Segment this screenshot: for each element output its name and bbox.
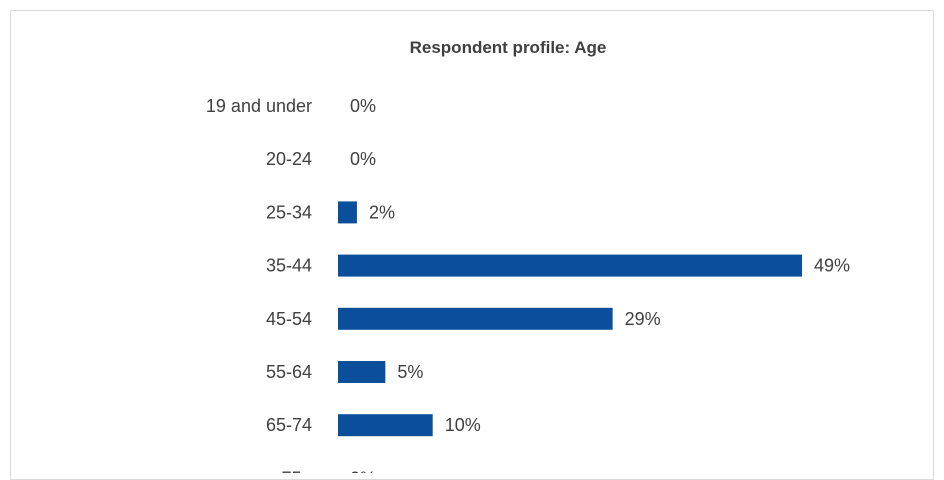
value-label: 49% xyxy=(814,256,850,276)
category-label: 35-44 xyxy=(266,256,312,276)
value-label: 10% xyxy=(445,415,481,435)
bar xyxy=(338,361,386,383)
value-label: 0% xyxy=(350,149,376,169)
category-label: 75+ xyxy=(281,468,312,473)
value-label: 0% xyxy=(350,96,376,116)
category-label: 65-74 xyxy=(266,415,312,435)
chart-frame xyxy=(10,10,934,480)
category-label: 19 and under xyxy=(206,96,312,116)
value-label: 2% xyxy=(369,202,395,222)
value-label: 0% xyxy=(350,468,376,473)
chart-title: Respondent profile: Age xyxy=(410,38,607,57)
category-label: 20-24 xyxy=(266,149,312,169)
bar xyxy=(338,307,613,330)
category-label: 25-34 xyxy=(266,202,312,222)
value-label: 29% xyxy=(625,309,661,329)
category-label: 45-54 xyxy=(266,309,312,329)
bars-group: 19 and under 0% 20-24 0% 25-34 2% 35-44 49% 45-5… xyxy=(206,96,850,473)
bar xyxy=(338,414,433,437)
bar xyxy=(338,254,803,277)
value-label: 5% xyxy=(397,362,423,382)
bar xyxy=(338,201,357,224)
category-label: 55-64 xyxy=(266,362,312,382)
